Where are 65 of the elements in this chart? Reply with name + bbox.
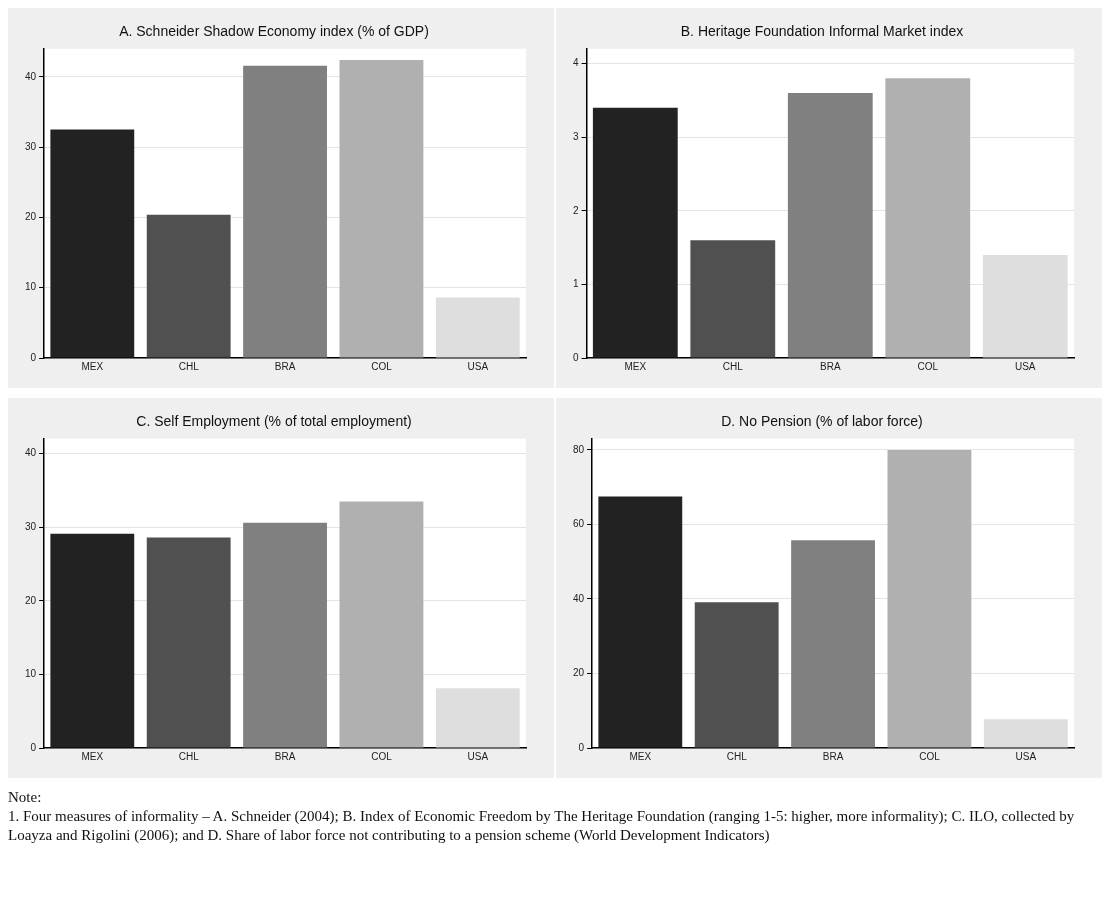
x-tick-label: USA — [467, 750, 489, 762]
y-tick-label: 30 — [25, 140, 37, 152]
x-tick-label: BRA — [274, 360, 296, 372]
chart-title: D. No Pension (% of labor force) — [721, 413, 923, 430]
chart-title: A. Schneider Shadow Economy index (% of GDP) — [119, 23, 429, 40]
bar — [243, 522, 327, 748]
y-tick-label: 10 — [25, 668, 37, 680]
y-tick-label: 4 — [573, 57, 579, 69]
x-tick-label: CHL — [722, 360, 744, 372]
bar — [791, 540, 875, 748]
bar — [592, 107, 678, 358]
x-tick-label: MEX — [81, 360, 104, 372]
y-tick-label: 0 — [30, 741, 37, 753]
bar — [339, 501, 424, 748]
x-tick-label: MEX — [624, 360, 647, 372]
y-tick-label: 2 — [573, 204, 579, 216]
bar — [694, 602, 779, 748]
bar — [887, 449, 972, 748]
bar — [146, 537, 231, 748]
bar — [50, 533, 135, 748]
bar — [435, 297, 520, 358]
bar — [435, 688, 520, 748]
bar — [983, 719, 1068, 748]
bar — [339, 60, 424, 358]
chart-title: B. Heritage Foundation Informal Market index — [680, 23, 964, 40]
y-tick-label: 1 — [573, 278, 579, 290]
y-tick-label: 0 — [573, 351, 579, 363]
y-tick-label: 20 — [573, 667, 585, 679]
x-tick-label: CHL — [178, 750, 200, 762]
bar — [690, 240, 776, 358]
x-tick-label: COL — [371, 750, 393, 762]
y-tick-label: 60 — [573, 518, 585, 530]
x-tick-label: CHL — [726, 750, 748, 762]
x-tick-label: CHL — [178, 360, 200, 372]
text: Note: — [8, 788, 43, 807]
text: 1. Four measures of informality – A. Schneider (2004); B. Index of Economic Freedom by The Heritage Foundation (ranging 1-5: higher, more informality); C. ILO, collected by Loayza and Rigolini (2006); and D. Share of labor force not contributing to a pension scheme (World Development Indicators) — [8, 807, 1076, 845]
y-tick-label: 3 — [573, 130, 579, 142]
x-tick-label: USA — [1015, 750, 1037, 762]
x-tick-label: COL — [919, 750, 941, 762]
x-tick-label: BRA — [820, 360, 841, 372]
bar — [243, 65, 327, 358]
bar — [885, 78, 971, 358]
x-tick-label: COL — [917, 360, 939, 372]
y-tick-label: 0 — [30, 351, 37, 363]
y-tick-label: 40 — [573, 592, 585, 604]
bar — [787, 92, 873, 358]
y-tick-label: 10 — [25, 281, 37, 293]
x-tick-label: BRA — [274, 750, 296, 762]
y-tick-label: 40 — [25, 70, 37, 82]
bar — [598, 496, 683, 748]
y-tick-label: 0 — [578, 741, 585, 753]
bar — [50, 129, 135, 358]
x-tick-label: USA — [1014, 360, 1036, 372]
y-tick-label: 80 — [573, 443, 585, 455]
bar — [146, 214, 231, 358]
x-tick-label: USA — [467, 360, 489, 372]
y-tick-label: 30 — [25, 520, 37, 532]
chart-title: C. Self Employment (% of total employment) — [136, 413, 412, 430]
y-tick-label: 40 — [25, 447, 37, 459]
y-tick-label: 20 — [25, 211, 37, 223]
x-tick-label: MEX — [81, 750, 104, 762]
x-tick-label: BRA — [822, 750, 844, 762]
y-tick-label: 20 — [25, 594, 37, 606]
x-tick-label: COL — [371, 360, 393, 372]
x-tick-label: MEX — [629, 750, 652, 762]
